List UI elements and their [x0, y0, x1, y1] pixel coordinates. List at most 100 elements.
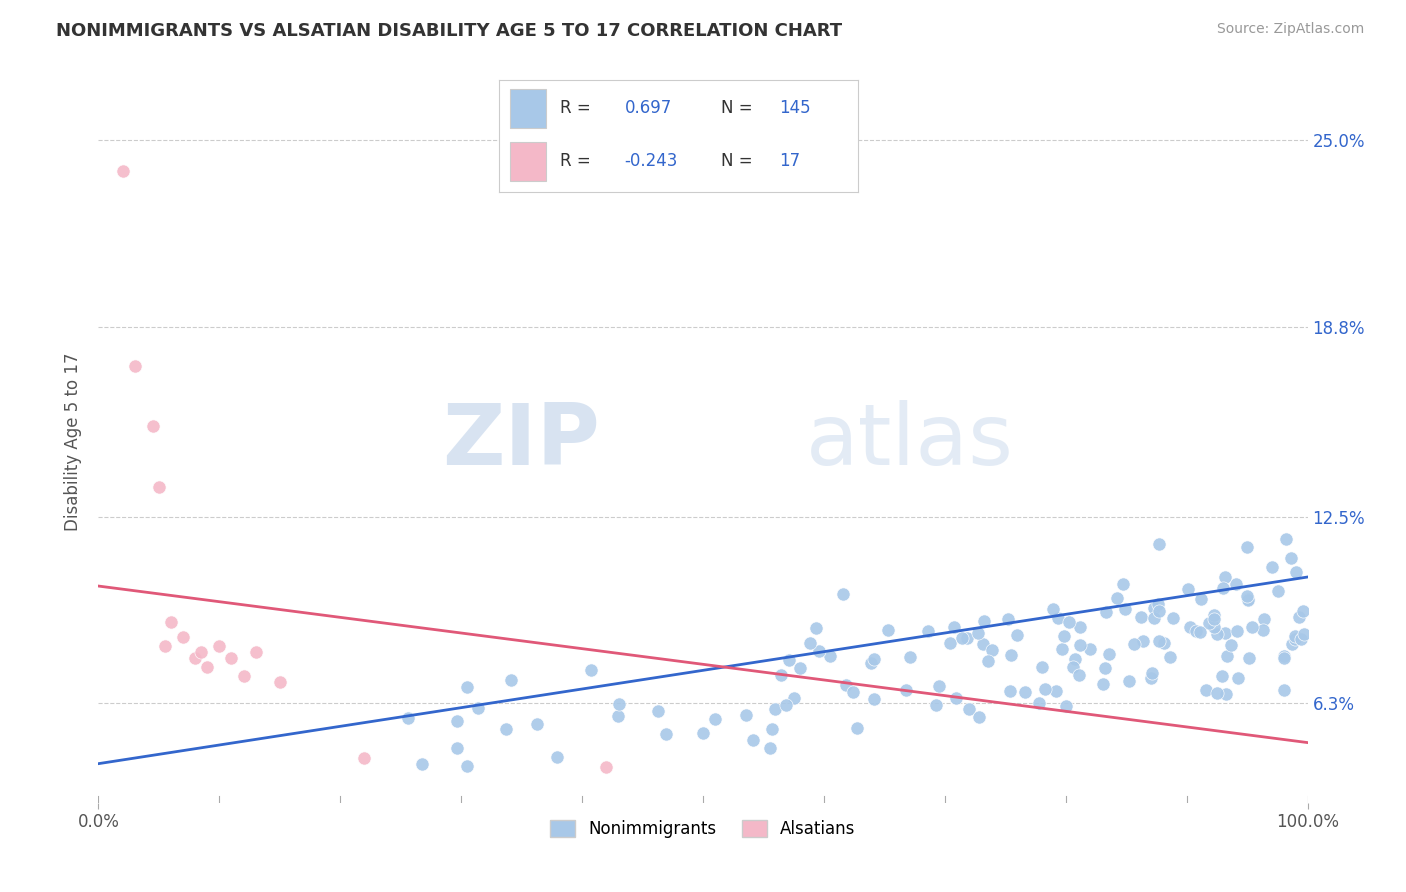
- Text: -0.243: -0.243: [624, 152, 678, 169]
- Point: [1094, 605, 1116, 619]
- Point: [972, 637, 994, 651]
- Point: [1195, 683, 1218, 698]
- Point: [1251, 623, 1274, 637]
- Point: [859, 656, 882, 670]
- Point: [579, 663, 602, 677]
- Point: [456, 759, 478, 773]
- Point: [967, 709, 990, 723]
- Text: 145: 145: [779, 99, 810, 117]
- Point: [1185, 624, 1208, 638]
- Point: [1107, 591, 1129, 606]
- Point: [741, 732, 763, 747]
- Point: [1205, 627, 1227, 641]
- Point: [863, 692, 886, 706]
- Point: [1260, 560, 1282, 574]
- Point: [446, 714, 468, 729]
- Point: [945, 690, 967, 705]
- Point: [1279, 550, 1302, 565]
- Point: [799, 636, 821, 650]
- Point: [973, 614, 995, 628]
- Point: [411, 757, 433, 772]
- Point: [956, 631, 979, 645]
- Point: [1045, 684, 1067, 698]
- Point: [862, 652, 884, 666]
- Point: [789, 661, 811, 675]
- Point: [807, 644, 830, 658]
- Point: [1047, 611, 1070, 625]
- Text: 0.697: 0.697: [624, 99, 672, 117]
- Point: [1267, 583, 1289, 598]
- Point: [208, 639, 231, 653]
- Point: [1092, 676, 1115, 690]
- Point: [1130, 610, 1153, 624]
- Point: [446, 741, 468, 756]
- Point: [1253, 612, 1275, 626]
- Point: [1206, 686, 1229, 700]
- Point: [783, 691, 806, 706]
- Point: [1005, 628, 1028, 642]
- Point: [1204, 608, 1226, 623]
- Point: [957, 702, 980, 716]
- Point: [1054, 698, 1077, 713]
- Point: [1078, 641, 1101, 656]
- Point: [1226, 624, 1249, 639]
- Point: [1211, 668, 1233, 682]
- Point: [1062, 659, 1084, 673]
- Point: [546, 749, 568, 764]
- Point: [835, 678, 858, 692]
- Point: [1274, 532, 1296, 546]
- Point: [142, 419, 165, 434]
- Point: [499, 673, 522, 688]
- Point: [1237, 593, 1260, 607]
- Point: [1294, 627, 1316, 641]
- Point: [703, 712, 725, 726]
- Point: [1057, 615, 1080, 629]
- Point: [1094, 661, 1116, 675]
- Point: [153, 639, 176, 653]
- Point: [980, 643, 1002, 657]
- Point: [778, 653, 800, 667]
- Point: [1014, 685, 1036, 699]
- Text: R =: R =: [560, 152, 591, 169]
- Text: ZIP: ZIP: [443, 400, 600, 483]
- Point: [734, 707, 756, 722]
- Point: [1272, 649, 1295, 664]
- Point: [1284, 629, 1306, 643]
- Point: [1098, 647, 1121, 661]
- Point: [1272, 683, 1295, 698]
- Point: [1289, 632, 1312, 647]
- Point: [1236, 590, 1258, 604]
- Point: [1236, 540, 1258, 554]
- Point: [124, 359, 146, 374]
- Point: [1212, 581, 1234, 595]
- Point: [245, 645, 267, 659]
- Point: [917, 624, 939, 638]
- Point: [977, 654, 1000, 668]
- Point: [1143, 601, 1166, 615]
- Point: [806, 621, 828, 635]
- Point: [1237, 591, 1260, 606]
- Point: [1240, 620, 1263, 634]
- Point: [1153, 636, 1175, 650]
- Point: [1281, 637, 1303, 651]
- Point: [845, 721, 868, 735]
- Point: [758, 740, 780, 755]
- Point: [1159, 650, 1181, 665]
- Point: [1143, 610, 1166, 624]
- Point: [1140, 672, 1163, 686]
- Point: [647, 705, 669, 719]
- Point: [221, 651, 243, 665]
- Point: [595, 760, 617, 774]
- Text: 17: 17: [779, 152, 800, 169]
- Point: [467, 701, 489, 715]
- Point: [1189, 591, 1212, 606]
- Point: [942, 620, 965, 634]
- Point: [1147, 537, 1170, 551]
- Point: [269, 675, 291, 690]
- Point: [1118, 674, 1140, 689]
- Legend: Nonimmigrants, Alsatians: Nonimmigrants, Alsatians: [544, 814, 862, 845]
- Point: [1213, 625, 1236, 640]
- Point: [1140, 665, 1163, 680]
- Point: [1000, 648, 1022, 662]
- Point: [1272, 650, 1295, 665]
